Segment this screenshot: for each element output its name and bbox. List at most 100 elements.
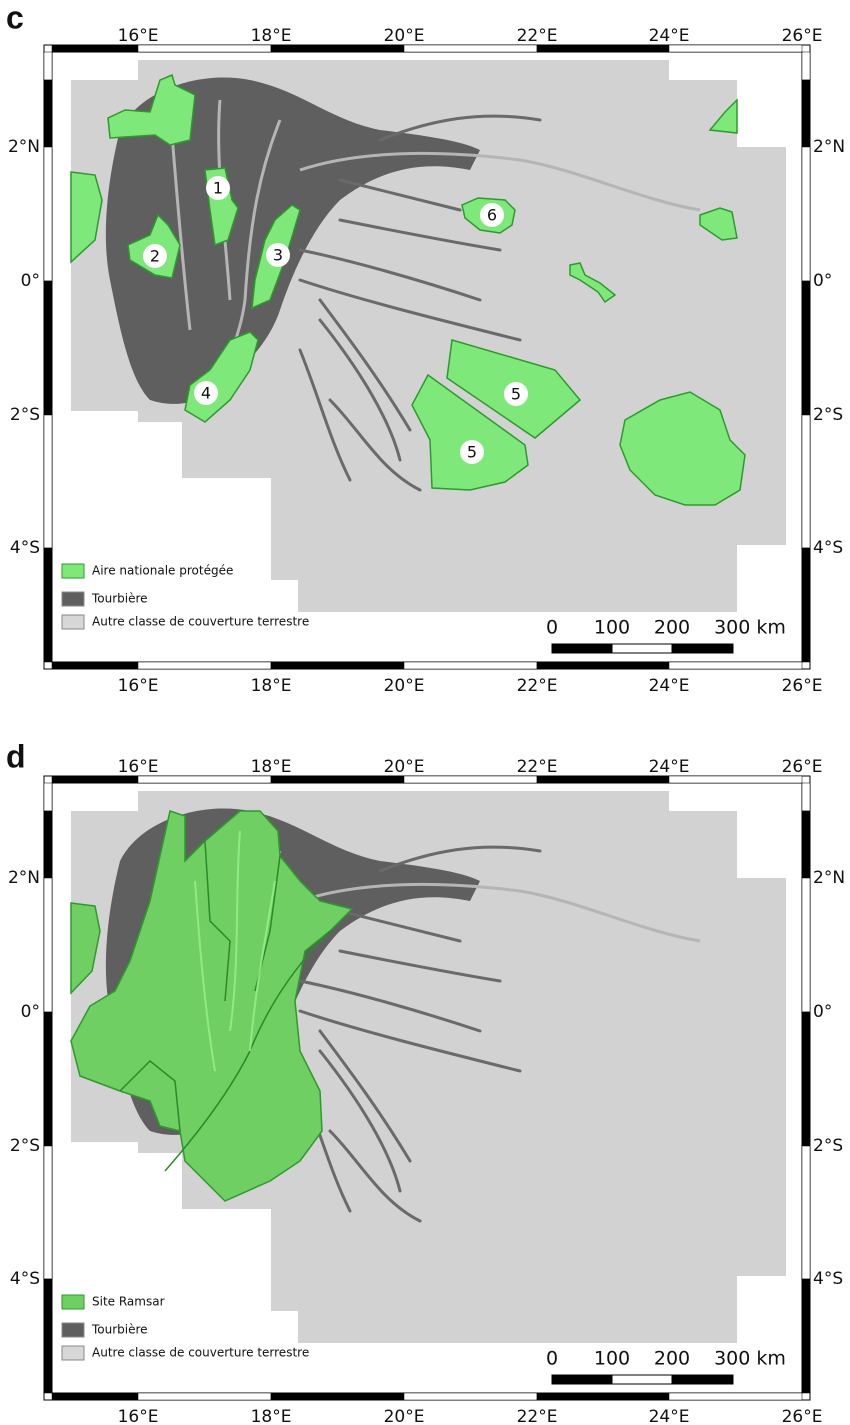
frame-bar	[271, 776, 404, 783]
panel-letter: d	[6, 738, 26, 774]
scale-label: 300 km	[714, 1348, 786, 1370]
frame-bar	[802, 1146, 810, 1279]
lat-label-right: 2°S	[813, 405, 843, 425]
scale-label: 0	[546, 1348, 558, 1370]
legend-label: Tourbière	[91, 1323, 148, 1337]
lon-label-bottom: 24°E	[649, 676, 690, 696]
lon-label-top: 22°E	[517, 26, 558, 46]
scale-label: 100	[594, 1348, 630, 1370]
legend-swatch	[62, 1346, 84, 1360]
frame-bar	[802, 415, 810, 548]
lon-label-top: 26°E	[782, 757, 823, 777]
lat-label-right: 4°S	[813, 538, 843, 558]
frame-bar	[44, 878, 52, 1012]
scale-bar	[672, 1375, 733, 1384]
legend-swatch	[62, 615, 84, 629]
frame-bar	[271, 1393, 404, 1400]
frame-bar	[802, 1279, 810, 1393]
lat-label-left: 2°S	[10, 405, 40, 425]
site-label: 6	[487, 206, 497, 225]
lat-label-right: 0°	[813, 271, 832, 291]
site-label: 4	[201, 384, 211, 403]
lat-label-left: 0°	[21, 271, 40, 291]
lon-label-top: 18°E	[251, 26, 292, 46]
frame-bar	[537, 662, 669, 669]
scale-label: 0	[546, 617, 558, 639]
lat-label-right: 4°S	[813, 1269, 843, 1289]
frame-bar	[802, 52, 810, 80]
legend-swatch	[62, 592, 84, 606]
frame-bar	[802, 811, 810, 878]
scale-label: 300 km	[714, 617, 786, 639]
frame-bar	[669, 662, 802, 669]
frame-bar	[802, 1012, 810, 1146]
lon-label-top: 22°E	[517, 757, 558, 777]
scale-bar	[612, 1375, 672, 1384]
scale-label: 200	[654, 1348, 690, 1370]
scale-label: 100	[594, 617, 630, 639]
frame-bar	[669, 776, 802, 783]
site-label: 5	[511, 385, 521, 404]
lon-label-top: 24°E	[649, 26, 690, 46]
frame-bar	[44, 548, 52, 662]
site-label: 5	[467, 443, 477, 462]
lon-label-bottom: 22°E	[517, 1407, 558, 1425]
lon-label-top: 20°E	[384, 26, 425, 46]
lat-label-right: 2°S	[813, 1136, 843, 1156]
lat-label-left: 2°S	[10, 1136, 40, 1156]
frame-bar	[669, 1393, 802, 1400]
frame-bar	[404, 1393, 537, 1400]
lat-label-left: 2°N	[8, 868, 40, 888]
site-label: 1	[213, 179, 223, 198]
frame-bar	[802, 147, 810, 281]
lon-label-bottom: 26°E	[782, 1407, 823, 1425]
lon-label-bottom: 20°E	[384, 676, 425, 696]
lat-label-left: 4°S	[10, 1269, 40, 1289]
frame-bar	[138, 776, 271, 783]
frame-bar	[52, 1393, 138, 1400]
panel-c: c16°E16°E18°E18°E20°E20°E22°E22°E24°E24°…	[6, 0, 845, 696]
frame-bar	[44, 1012, 52, 1146]
site-label: 2	[150, 247, 160, 266]
lon-label-bottom: 22°E	[517, 676, 558, 696]
lon-label-bottom: 26°E	[782, 676, 823, 696]
lat-label-left: 2°N	[8, 137, 40, 157]
frame-bar	[537, 45, 669, 52]
frame-bar	[802, 548, 810, 662]
frame-bar	[138, 1393, 271, 1400]
lat-label-left: 0°	[21, 1002, 40, 1022]
legend-label: Autre classe de couverture terrestre	[92, 615, 309, 629]
frame-bar	[138, 662, 271, 669]
lon-label-bottom: 16°E	[118, 1407, 159, 1425]
frame-bar	[404, 776, 537, 783]
frame-bar	[44, 80, 52, 147]
lat-label-right: 2°N	[813, 868, 845, 888]
frame-bar	[271, 45, 404, 52]
figure: c16°E16°E18°E18°E20°E20°E22°E22°E24°E24°…	[0, 0, 850, 1425]
legend-swatch	[62, 1295, 84, 1309]
frame-bar	[138, 45, 271, 52]
lat-label-right: 0°	[813, 1002, 832, 1022]
frame-bar	[271, 662, 404, 669]
scale-bar	[672, 644, 733, 653]
frame-bar	[44, 52, 52, 80]
frame-bar	[802, 281, 810, 415]
lon-label-top: 24°E	[649, 757, 690, 777]
frame-bar	[404, 45, 537, 52]
lon-label-bottom: 18°E	[251, 676, 292, 696]
scale-bar	[612, 644, 672, 653]
lon-label-top: 20°E	[384, 757, 425, 777]
lon-label-top: 26°E	[782, 26, 823, 46]
frame-bar	[52, 662, 138, 669]
frame-bar	[52, 45, 138, 52]
lon-label-bottom: 16°E	[118, 676, 159, 696]
frame-bar	[44, 1279, 52, 1393]
frame-bar	[802, 80, 810, 147]
legend-swatch	[62, 564, 84, 578]
frame-bar	[44, 783, 52, 811]
scale-bar	[552, 644, 612, 653]
frame-bar	[44, 415, 52, 548]
frame-bar	[44, 281, 52, 415]
lon-label-top: 16°E	[118, 26, 159, 46]
